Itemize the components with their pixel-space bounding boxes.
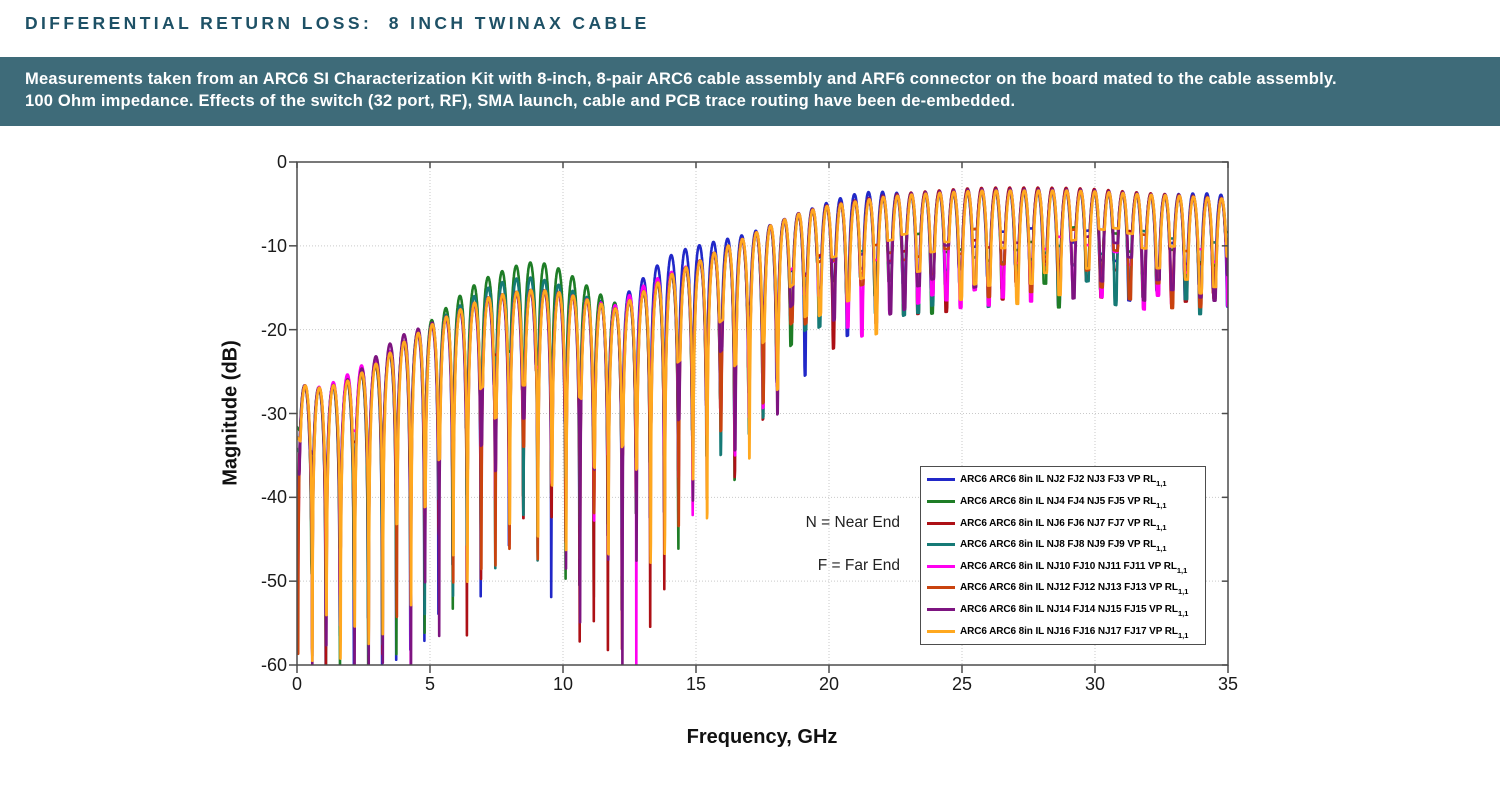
x-axis-label: Frequency, GHz xyxy=(686,726,838,748)
legend-label-subscript: 1,1 xyxy=(1177,630,1189,640)
legend-item-7: ARC6 ARC6 8in IL NJ16 FJ16 NJ17 FJ17 VP … xyxy=(921,621,1205,641)
legend-item-3: ARC6 ARC6 8in IL NJ8 FJ8 NJ9 FJ9 VP RL1,… xyxy=(921,535,1205,555)
legend-label-subscript: 1,1 xyxy=(1156,544,1167,554)
y-tick-label: -30 xyxy=(260,403,287,424)
legend-item-2: ARC6 ARC6 8in IL NJ6 FJ6 NJ7 FJ7 VP RL1,… xyxy=(921,513,1205,533)
legend-label: ARC6 ARC6 8in IL NJ6 FJ6 NJ7 FJ7 VP RL1,… xyxy=(960,517,1167,532)
axes xyxy=(289,161,1229,673)
legend-label-subscript: 1,1 xyxy=(1156,522,1167,532)
x-tick-label: 0 xyxy=(291,674,302,694)
legend-label: ARC6 ARC6 8in IL NJ8 FJ8 NJ9 FJ9 VP RL1,… xyxy=(960,539,1167,554)
y-tick-label: -60 xyxy=(260,655,287,675)
y-tick-label: -20 xyxy=(260,319,287,340)
legend-swatch-icon xyxy=(927,543,955,547)
legend-label-subscript: 1,1 xyxy=(1176,565,1188,575)
legend-swatch-icon xyxy=(927,499,955,503)
info-banner: Measurements taken from an ARC6 SI Chara… xyxy=(0,57,1500,126)
legend-label-subscript: 1,1 xyxy=(1156,479,1167,489)
legend-swatch-icon xyxy=(927,608,955,612)
legend-item-5: ARC6 ARC6 8in IL NJ12 FJ12 NJ13 FJ13 VP … xyxy=(921,578,1205,598)
x-tick-label: 15 xyxy=(685,674,707,694)
y-tick-label: -40 xyxy=(260,487,287,508)
legend-label: ARC6 ARC6 8in IL NJ10 FJ10 NJ11 FJ11 VP … xyxy=(960,560,1188,575)
legend-item-4: ARC6 ARC6 8in IL NJ10 FJ10 NJ11 FJ11 VP … xyxy=(921,556,1205,576)
x-tick-label: 30 xyxy=(1084,674,1106,694)
y-tick-label: -50 xyxy=(260,571,287,592)
legend-box: ARC6 ARC6 8in IL NJ2 FJ2 NJ3 FJ3 VP RL1,… xyxy=(920,466,1206,645)
x-tick-label: 20 xyxy=(818,674,840,694)
legend-item-0: ARC6 ARC6 8in IL NJ2 FJ2 NJ3 FJ3 VP RL1,… xyxy=(921,470,1205,490)
x-tick-label: 25 xyxy=(951,674,973,694)
legend-item-6: ARC6 ARC6 8in IL NJ14 FJ14 NJ15 FJ15 VP … xyxy=(921,600,1205,620)
x-tick-label: 35 xyxy=(1217,674,1239,694)
x-tick-label: 10 xyxy=(552,674,574,694)
x-tick-label: 5 xyxy=(424,674,435,694)
legend-label: ARC6 ARC6 8in IL NJ16 FJ16 NJ17 FJ17 VP … xyxy=(960,625,1189,640)
chart-svg xyxy=(289,161,1229,673)
annotation-far-end: F = Far End xyxy=(817,557,900,574)
legend-swatch-icon xyxy=(927,478,955,482)
series-curve-7 xyxy=(297,189,1228,662)
legend-swatch-icon xyxy=(927,521,955,525)
legend-label: ARC6 ARC6 8in IL NJ12 FJ12 NJ13 FJ13 VP … xyxy=(960,582,1189,597)
legend-swatch-icon xyxy=(927,629,955,633)
legend-label-subscript: 1,1 xyxy=(1177,587,1189,597)
legend-label: ARC6 ARC6 8in IL NJ2 FJ2 NJ3 FJ3 VP RL1,… xyxy=(960,474,1167,489)
banner-line-1: Measurements taken from an ARC6 SI Chara… xyxy=(25,70,1337,88)
series-curves xyxy=(297,186,1228,665)
legend-swatch-icon xyxy=(927,586,955,590)
legend-label-subscript: 1,1 xyxy=(1177,609,1189,619)
y-tick-label: -10 xyxy=(260,235,287,256)
annotation-near-end: N = Near End xyxy=(805,514,900,531)
legend-swatch-icon xyxy=(927,564,955,568)
legend-label-subscript: 1,1 xyxy=(1156,500,1167,510)
legend-item-1: ARC6 ARC6 8in IL NJ4 FJ4 NJ5 FJ5 VP RL1,… xyxy=(921,491,1205,511)
chart-area: Magnitude (dB) Frequency, GHz N = Near E… xyxy=(220,152,1239,748)
y-tick-label: 0 xyxy=(276,152,287,172)
page-title: DIFFERENTIAL RETURN LOSS: 8 INCH TWINAX … xyxy=(25,13,650,33)
banner-line-2: 100 Ohm impedance. Effects of the switch… xyxy=(25,92,1016,110)
legend-label: ARC6 ARC6 8in IL NJ14 FJ14 NJ15 FJ15 VP … xyxy=(960,604,1189,619)
legend-label: ARC6 ARC6 8in IL NJ4 FJ4 NJ5 FJ5 VP RL1,… xyxy=(960,495,1167,510)
